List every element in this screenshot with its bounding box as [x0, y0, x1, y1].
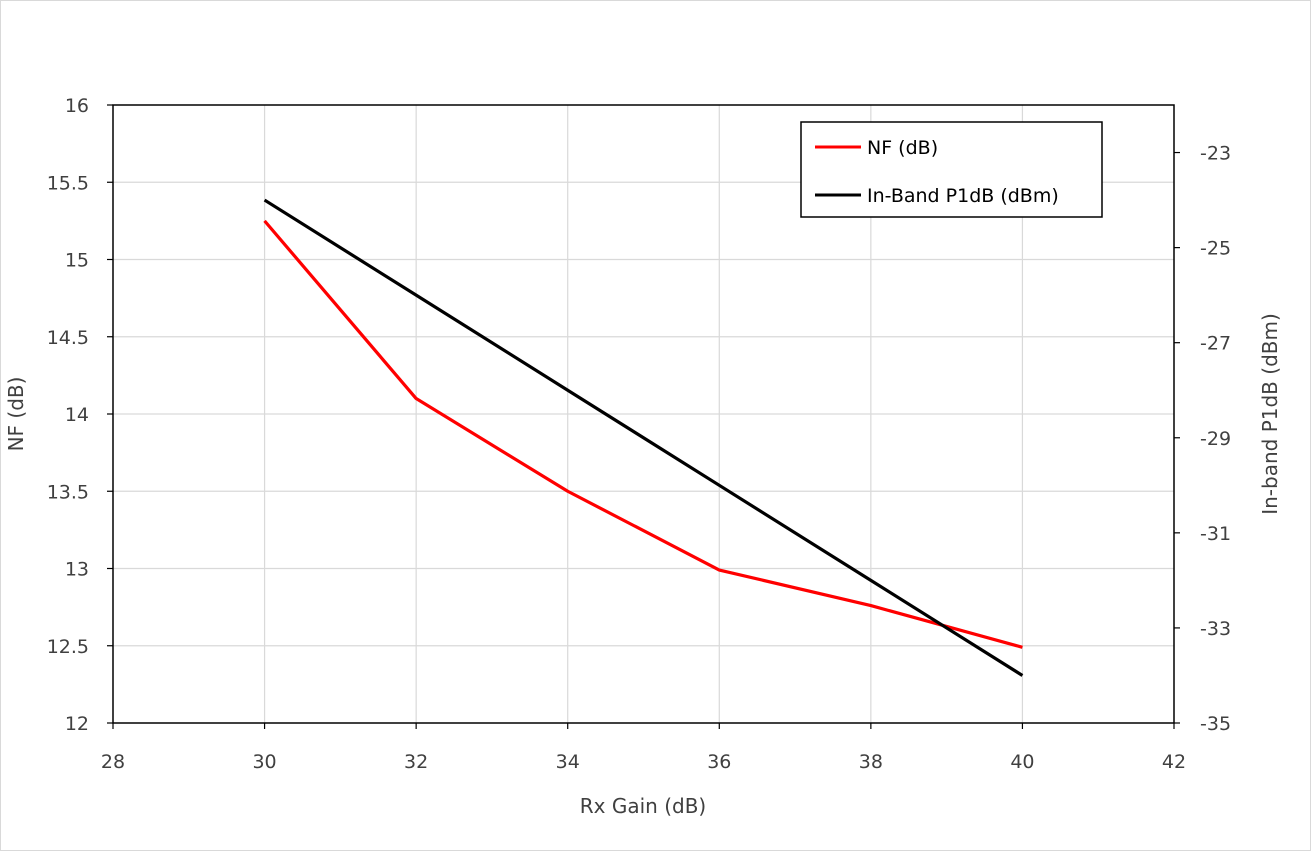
y-tick-label: 15 [65, 250, 89, 272]
x-tick-label: 34 [556, 751, 580, 773]
legend-label-nf: NF (dB) [867, 137, 938, 159]
x-tick-label: 30 [252, 751, 276, 773]
y-axis-title: NF (dB) [4, 377, 28, 452]
y-tick-label: 14.5 [47, 327, 89, 349]
y2-tick-label: -31 [1200, 523, 1231, 545]
series-line-nf [263, 219, 1023, 649]
y2-tick-label: -27 [1200, 333, 1231, 355]
y-tick-label: 12.5 [47, 636, 89, 658]
y2-tick-label: -23 [1200, 143, 1231, 165]
y2-tick-label: -35 [1200, 713, 1231, 735]
legend: NF (dB) In-Band P1dB (dBm) [800, 121, 1103, 218]
x-tick-label: 38 [859, 751, 883, 773]
y-tick-label: 15.5 [47, 172, 89, 194]
y2-tick-label: -25 [1200, 238, 1231, 260]
x-tick-label: 40 [1010, 751, 1034, 773]
y-tick-label: 13 [65, 559, 89, 581]
legend-label-p1db: In-Band P1dB (dBm) [867, 185, 1059, 207]
y2-axis-title: In-band P1dB (dBm) [1258, 313, 1282, 515]
x-tick-label: 32 [404, 751, 428, 773]
tick-labels: 28 30 32 34 36 38 40 42 12 12.5 13 13.5 14 14.5 15 15.5… [47, 95, 1231, 773]
x-tick-label: 28 [101, 751, 125, 773]
series-line-p1db [263, 198, 1024, 677]
y2-tick-label: -33 [1200, 618, 1231, 640]
axes [107, 104, 1180, 729]
y-tick-label: 14 [65, 404, 89, 426]
x-tick-label: 42 [1162, 751, 1186, 773]
y2-tick-label: -29 [1200, 428, 1231, 450]
y-tick-label: 12 [65, 713, 89, 735]
x-axis-title: Rx Gain (dB) [580, 794, 706, 818]
y-tick-label: 13.5 [47, 481, 89, 503]
legend-box [800, 121, 1103, 218]
series-lines [263, 198, 1024, 677]
x-tick-label: 36 [707, 751, 731, 773]
y-tick-label: 16 [65, 95, 89, 117]
